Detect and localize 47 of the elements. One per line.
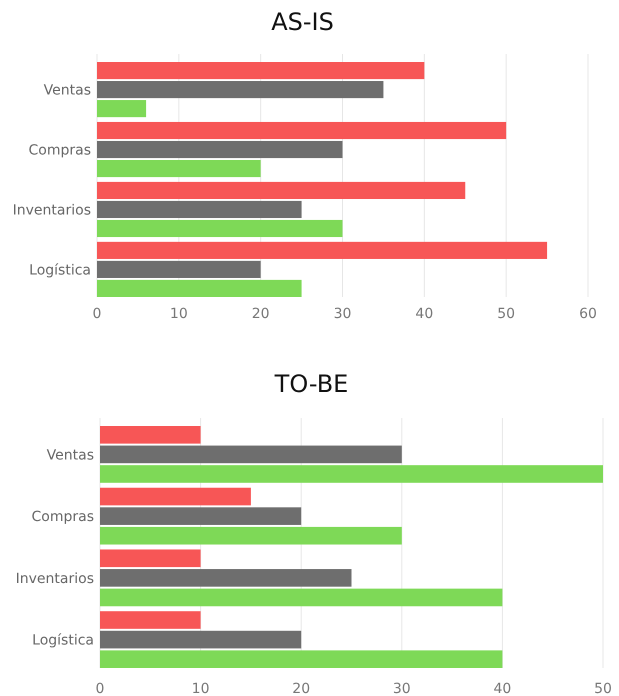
bar <box>97 280 302 297</box>
bar <box>97 62 424 80</box>
bar <box>97 160 261 178</box>
x-tick-label: 50 <box>497 306 516 322</box>
bar <box>97 122 506 140</box>
y-tick-label: Ventas <box>46 447 94 464</box>
x-tick-label: 40 <box>493 681 512 696</box>
y-tick-label: Logística <box>29 262 91 278</box>
y-tick-label: Logística <box>32 632 94 648</box>
y-tick-label: Inventarios <box>12 202 91 218</box>
x-tick-label: 30 <box>334 306 352 322</box>
y-tick-label: Inventarios <box>16 570 94 587</box>
x-tick-label: 10 <box>192 681 210 696</box>
chart-title: TO-BE <box>274 370 348 398</box>
x-tick-label: 50 <box>594 681 612 696</box>
bar <box>97 220 342 238</box>
bar <box>100 507 302 525</box>
bar <box>97 100 146 118</box>
bar <box>100 526 402 545</box>
x-tick-label: 60 <box>579 306 597 322</box>
bar <box>97 200 302 218</box>
x-tick-label: 20 <box>292 681 310 696</box>
bar <box>97 242 548 259</box>
y-tick-label: Compras <box>32 509 94 526</box>
bar <box>100 446 402 464</box>
y-tick-label: Ventas <box>44 82 91 98</box>
x-tick-label: 20 <box>252 306 270 322</box>
bar <box>100 588 502 606</box>
chart-title: AS-IS <box>271 8 334 36</box>
bar <box>100 569 352 587</box>
x-tick-label: 0 <box>96 681 104 696</box>
y-tick-label: Compras <box>28 142 91 158</box>
bar <box>100 630 302 648</box>
bar <box>100 465 603 483</box>
bar <box>100 488 251 506</box>
x-tick-label: 30 <box>392 681 411 696</box>
x-tick-label: 40 <box>415 306 434 322</box>
bar <box>97 182 466 200</box>
bar <box>97 140 342 158</box>
bar <box>97 81 384 98</box>
x-tick-label: 10 <box>170 306 188 322</box>
bar <box>100 650 502 668</box>
x-tick-label: 0 <box>92 306 102 322</box>
bar <box>100 426 201 444</box>
bar <box>97 260 261 278</box>
bar <box>100 611 201 629</box>
bar <box>100 549 201 568</box>
